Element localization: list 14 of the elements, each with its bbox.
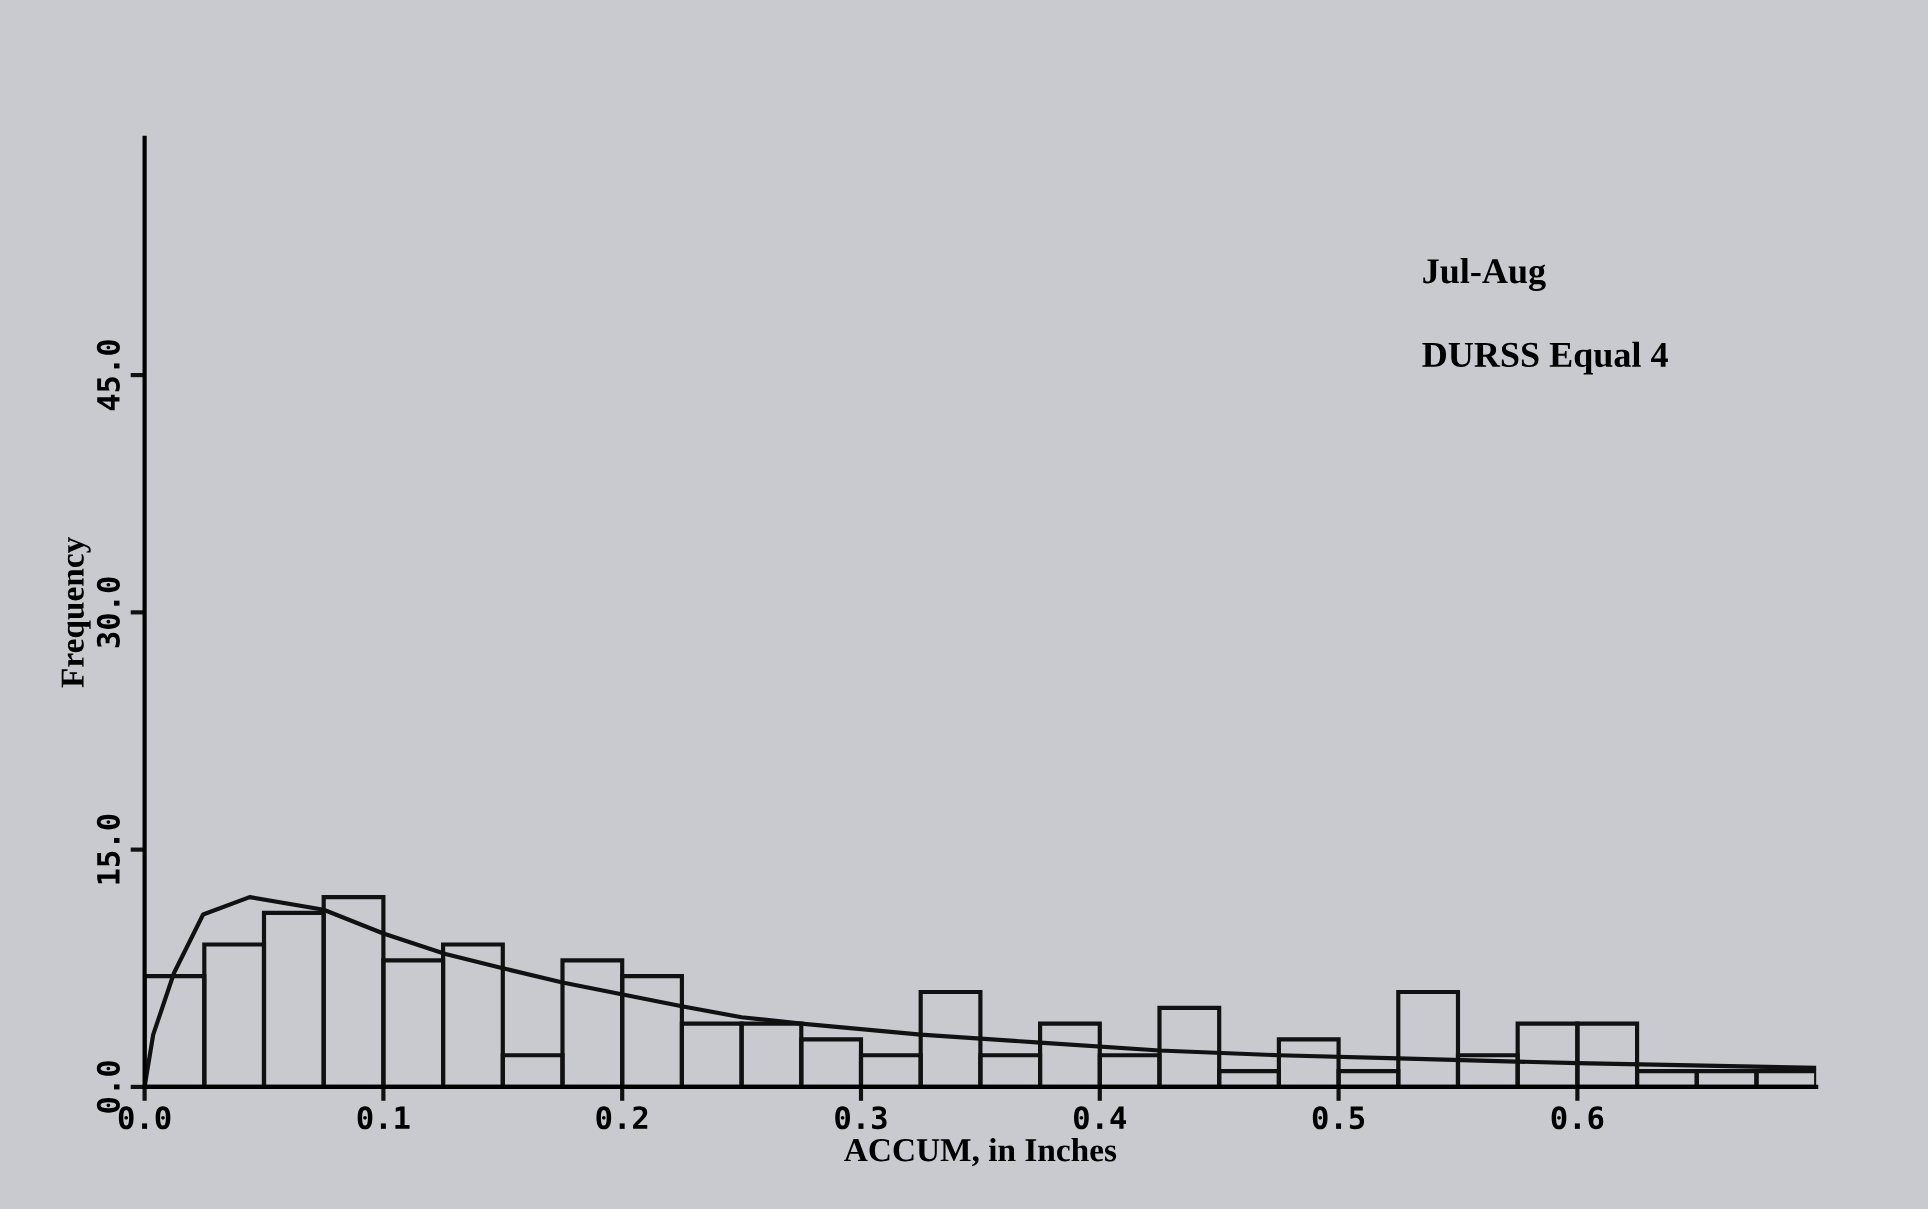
- x-tick-label: 0.1: [357, 1106, 410, 1130]
- y-tick-label: 45.0: [96, 340, 120, 411]
- x-tick-label: 0.0: [118, 1106, 171, 1130]
- x-tick-label: 0.5: [1312, 1106, 1365, 1130]
- y-tick-label: 15.0: [96, 814, 120, 884]
- x-tick-label: 0.4: [1074, 1106, 1127, 1130]
- annotation: DURSS Equal 4: [1422, 341, 1668, 375]
- x-tick-label: 0.3: [835, 1106, 887, 1130]
- y-axis-title: Frequency: [61, 537, 91, 688]
- x-axis-title: ACCUM, in Inches: [844, 1137, 1117, 1167]
- x-tick-label: 0.6: [1551, 1106, 1604, 1130]
- x-tick-label: 0.2: [596, 1106, 648, 1130]
- y-tick-label: 30.0: [96, 577, 120, 648]
- annotation: Jul-Aug: [1423, 257, 1546, 292]
